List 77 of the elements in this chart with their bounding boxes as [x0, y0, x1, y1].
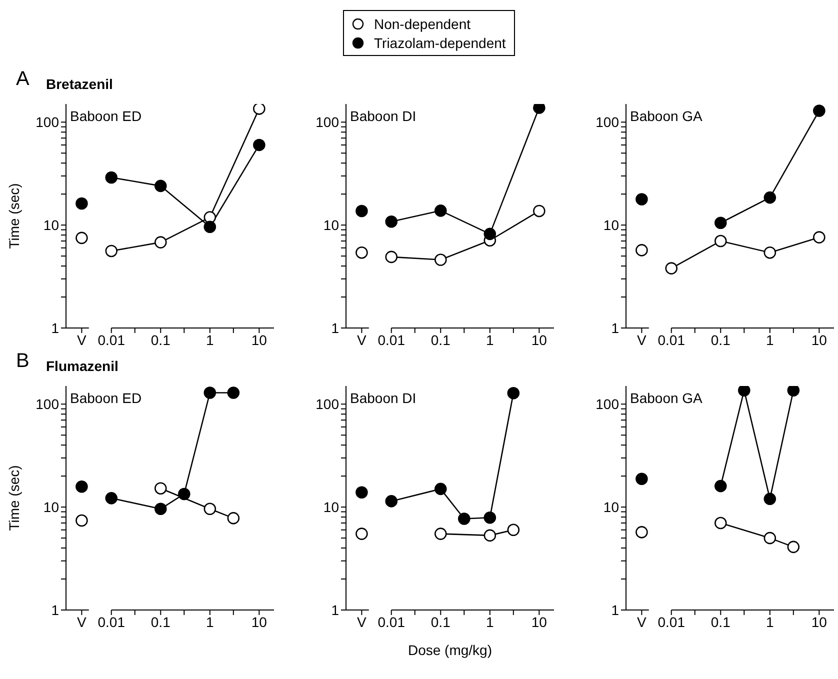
x-tick-label: 0.01 — [658, 614, 686, 630]
point — [533, 204, 546, 218]
x-tick-label: 10 — [531, 332, 548, 348]
annotation: Baboon ED — [70, 108, 142, 124]
x-axis-title: Dose (mg/kg) — [406, 642, 494, 658]
chart-title: A — [16, 68, 30, 91]
y-tick-label: 1 — [611, 602, 620, 618]
point — [533, 104, 546, 114]
x-tick-label: V — [637, 614, 648, 630]
y-tick-label: 1 — [51, 602, 60, 618]
x-tick-label: 0.1 — [710, 332, 731, 348]
annotation: Baboon ED — [70, 390, 142, 406]
x-tick-label: 1 — [486, 614, 494, 630]
x-tick-label: 1 — [766, 614, 774, 630]
y-tick-label: 100 — [316, 396, 340, 412]
legend-label: Triazolam-dependent — [374, 34, 506, 50]
y-tick-label: 100 — [36, 114, 60, 130]
point — [105, 244, 118, 258]
y-tick-label: 1 — [611, 320, 620, 336]
x-tick-label: 0.1 — [150, 332, 171, 348]
x-tick-label: 0.1 — [150, 614, 171, 630]
point — [484, 228, 496, 240]
x-tick-label: 0.01 — [98, 614, 126, 630]
x-tick-label: 0.1 — [430, 332, 451, 348]
point — [253, 104, 266, 115]
y-tick-label: 100 — [596, 396, 620, 412]
point — [385, 250, 398, 264]
chart-subtitle: Bretazenil — [46, 76, 113, 92]
y-tick-label: 100 — [316, 114, 340, 130]
y-tick-label: 10 — [323, 499, 340, 516]
x-tick-label: 1 — [766, 332, 774, 348]
y-tick-label: 10 — [43, 499, 60, 516]
y-axis-title: Time (sec) — [6, 465, 22, 531]
chart-subtitle: Flumazenil — [46, 358, 118, 374]
y-tick-label: 1 — [331, 320, 340, 336]
point — [154, 236, 167, 248]
y-tick-label: 100 — [596, 114, 620, 130]
x-tick-label: 10 — [531, 614, 548, 630]
point — [154, 180, 167, 192]
y-tick-label: 1 — [51, 320, 60, 336]
annotation: Baboon DI — [350, 108, 416, 124]
x-tick-label: V — [637, 332, 648, 348]
point — [204, 220, 216, 234]
x-tick-label: 10 — [251, 614, 268, 630]
legend-label: Non-dependent — [374, 16, 471, 32]
x-tick-label: 0.01 — [378, 614, 406, 630]
y-axis-title: Time (sec) — [6, 183, 22, 249]
y-tick-label: 1 — [331, 602, 340, 618]
chart-title: B — [16, 350, 30, 373]
x-tick-label: 0.1 — [430, 614, 451, 630]
point — [253, 138, 266, 152]
x-tick-label: V — [77, 614, 88, 630]
x-tick-label: V — [77, 332, 88, 348]
x-tick-label: 1 — [486, 332, 494, 348]
point — [434, 254, 447, 266]
x-tick-label: V — [357, 332, 368, 348]
point — [434, 204, 447, 217]
y-tick-label: 10 — [603, 499, 620, 516]
x-tick-label: 1 — [206, 332, 214, 348]
x-tick-label: 10 — [811, 614, 828, 630]
x-tick-label: 10 — [811, 332, 828, 348]
annotation: Baboon DI — [350, 390, 416, 406]
annotation: Baboon GA — [630, 390, 702, 406]
x-tick-label: 1 — [206, 614, 214, 630]
point — [105, 171, 118, 184]
y-tick-label: 100 — [36, 396, 60, 412]
x-tick-label: 0.01 — [378, 332, 406, 348]
x-tick-label: 10 — [251, 332, 268, 348]
x-tick-label: 0.1 — [710, 614, 731, 630]
point — [385, 215, 398, 228]
y-tick-label: 10 — [43, 217, 60, 234]
x-tick-label: V — [357, 614, 368, 630]
x-tick-label: 0.01 — [658, 332, 686, 348]
annotation: Baboon GA — [630, 108, 702, 124]
y-tick-label: 10 — [323, 217, 340, 234]
x-tick-label: 0.01 — [98, 332, 126, 348]
y-tick-label: 10 — [603, 217, 620, 234]
